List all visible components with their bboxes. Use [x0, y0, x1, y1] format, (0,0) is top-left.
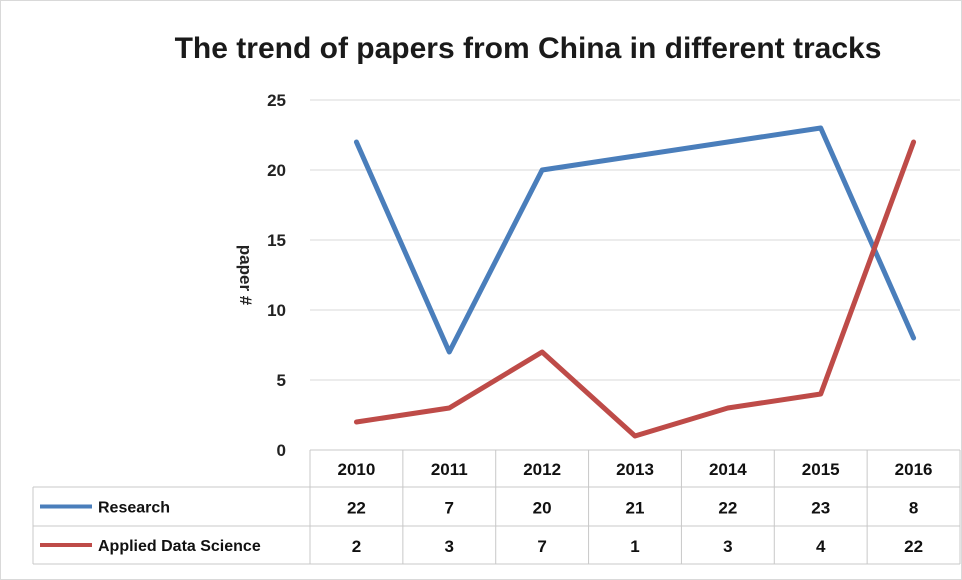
- table-cell-1-1: 3: [445, 537, 454, 556]
- legend-label-0: Research: [98, 500, 170, 517]
- x-tick-2012: 2012: [523, 460, 561, 479]
- table-cell-0-4: 22: [718, 499, 737, 518]
- table-cell-0-3: 21: [626, 499, 645, 518]
- gridlines: [310, 99, 960, 381]
- y-tick-15: 15: [267, 231, 286, 250]
- y-tick-5: 5: [277, 371, 286, 390]
- table-cell-1-3: 1: [630, 537, 639, 556]
- x-tick-2011: 2011: [431, 460, 468, 479]
- chart-title: The trend of papers from China in differ…: [175, 32, 882, 65]
- table-cell-1-4: 3: [723, 537, 732, 556]
- series-line-1: [353, 139, 917, 439]
- y-tick-20: 20: [267, 161, 286, 180]
- y-tick-0: 0: [277, 441, 286, 460]
- table-cell-0-0: 22: [347, 499, 366, 518]
- y-tick-10: 10: [267, 301, 286, 320]
- table-cell-1-0: 2: [352, 537, 361, 556]
- table-cell-0-1: 7: [445, 499, 454, 518]
- legend-label-1: Applied Data Science: [98, 538, 261, 555]
- table-cell-1-6: 22: [904, 537, 923, 556]
- x-tick-2013: 2013: [616, 460, 654, 479]
- y-tick-25: 25: [267, 91, 286, 110]
- table-cell-0-5: 23: [811, 499, 830, 518]
- table-cell-1-2: 7: [537, 537, 546, 556]
- x-tick-2014: 2014: [709, 460, 747, 479]
- table-cell-0-2: 20: [533, 499, 552, 518]
- series-lines: [353, 125, 917, 439]
- x-tick-2015: 2015: [802, 460, 840, 479]
- table-cell-0-6: 8: [909, 499, 918, 518]
- y-axis-label: paper #: [236, 245, 255, 306]
- series-line-0: [353, 125, 917, 355]
- y-axis-ticks: 0 5 10 15 20 25: [267, 91, 286, 460]
- x-tick-2010: 2010: [338, 460, 376, 479]
- table-cell-1-5: 4: [816, 537, 826, 556]
- x-tick-2016: 2016: [895, 460, 933, 479]
